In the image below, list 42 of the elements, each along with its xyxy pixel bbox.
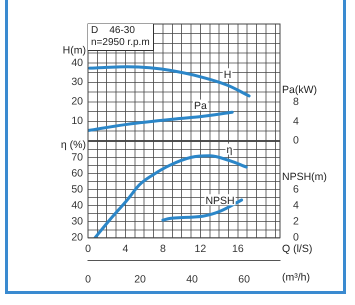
x-tick-label: 12 (194, 242, 206, 255)
y-tick-label: 40 (71, 200, 84, 212)
x-tick-label: 4 (122, 242, 129, 255)
x2-tick-label: 0 (85, 274, 92, 286)
y-tick-label: 30 (71, 76, 84, 88)
series-label: NPSH (205, 194, 235, 207)
y-tick-label: 60 (71, 167, 84, 180)
x-tick-label: 0 (85, 242, 92, 255)
x-axis-title: Q (l/S) (282, 242, 312, 255)
y-tick-label: 50 (71, 183, 84, 196)
x2-axis-title: (m³/h) (282, 272, 310, 284)
y-tick-label: 10 (71, 115, 84, 128)
y-tick-label: 20 (71, 232, 84, 244)
chart-title: D 46-30 (91, 25, 136, 37)
y-tick-label: 30 (71, 216, 84, 228)
x2-tick-label: 60 (238, 274, 250, 286)
series-label: Pa (194, 100, 207, 112)
y2-tick-label: 0 (293, 232, 299, 244)
y-tick-label: 40 (71, 56, 84, 69)
y2-tick-label: 0 (293, 134, 299, 147)
x2-tick-label: 20 (134, 274, 146, 286)
x2-tick-label: 40 (186, 274, 198, 286)
line-series (161, 198, 244, 222)
y-axis-title: η (%) (60, 139, 86, 152)
y2-axis-title: NPSH(m) (282, 171, 327, 184)
y2-tick-label: 4 (293, 115, 299, 128)
y2-tick-label: 6 (293, 183, 299, 196)
series-label: η (226, 144, 233, 156)
y2-tick-label: 2 (293, 216, 299, 228)
series-label: H (224, 68, 232, 81)
text: n=2950 r.p.m (91, 37, 150, 49)
line-series (88, 110, 234, 132)
y-tick-label: 70 (71, 151, 84, 164)
y-tick-label: 20 (71, 96, 84, 108)
y2-axis-title: Pa(kW) (282, 84, 317, 96)
y2-tick-label: 4 (293, 200, 299, 212)
y-axis-title: H(m) (62, 44, 86, 57)
x-tick-label: 8 (160, 242, 166, 255)
x-tick-label: 16 (232, 242, 244, 255)
line-series (94, 154, 248, 238)
line-series (88, 65, 251, 98)
y2-tick-label: 8 (293, 96, 299, 108)
